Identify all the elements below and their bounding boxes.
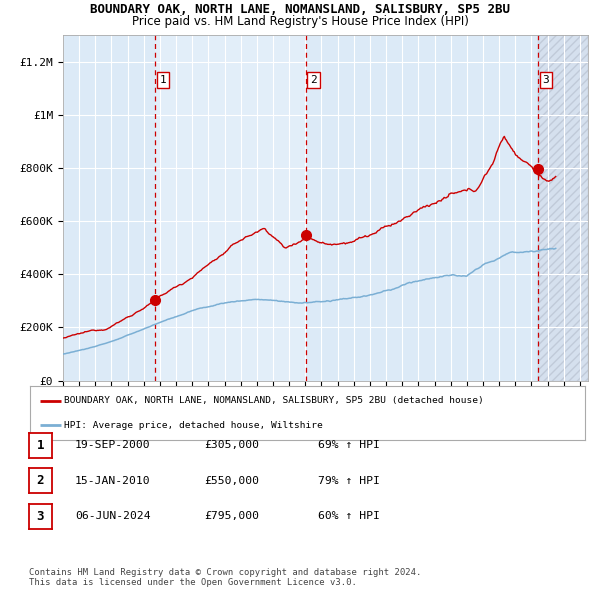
Text: £550,000: £550,000 — [204, 476, 259, 486]
Text: 2: 2 — [310, 75, 317, 85]
Text: 19-SEP-2000: 19-SEP-2000 — [75, 441, 151, 450]
Text: 15-JAN-2010: 15-JAN-2010 — [75, 476, 151, 486]
Text: 3: 3 — [37, 510, 44, 523]
Bar — [155, 35, 306, 381]
Bar — [538, 35, 588, 381]
Text: £305,000: £305,000 — [204, 441, 259, 450]
Text: BOUNDARY OAK, NORTH LANE, NOMANSLAND, SALISBURY, SP5 2BU: BOUNDARY OAK, NORTH LANE, NOMANSLAND, SA… — [90, 3, 510, 16]
Text: 60% ↑ HPI: 60% ↑ HPI — [318, 512, 380, 521]
Text: 69% ↑ HPI: 69% ↑ HPI — [318, 441, 380, 450]
Text: BOUNDARY OAK, NORTH LANE, NOMANSLAND, SALISBURY, SP5 2BU (detached house): BOUNDARY OAK, NORTH LANE, NOMANSLAND, SA… — [64, 396, 484, 405]
Text: Contains HM Land Registry data © Crown copyright and database right 2024.
This d: Contains HM Land Registry data © Crown c… — [29, 568, 421, 587]
Text: 3: 3 — [542, 75, 549, 85]
Text: 2: 2 — [37, 474, 44, 487]
Text: 79% ↑ HPI: 79% ↑ HPI — [318, 476, 380, 486]
Text: HPI: Average price, detached house, Wiltshire: HPI: Average price, detached house, Wilt… — [64, 421, 323, 430]
Text: Price paid vs. HM Land Registry's House Price Index (HPI): Price paid vs. HM Land Registry's House … — [131, 15, 469, 28]
Text: £795,000: £795,000 — [204, 512, 259, 521]
Text: 1: 1 — [160, 75, 166, 85]
Text: 1: 1 — [37, 439, 44, 452]
Text: 06-JUN-2024: 06-JUN-2024 — [75, 512, 151, 521]
